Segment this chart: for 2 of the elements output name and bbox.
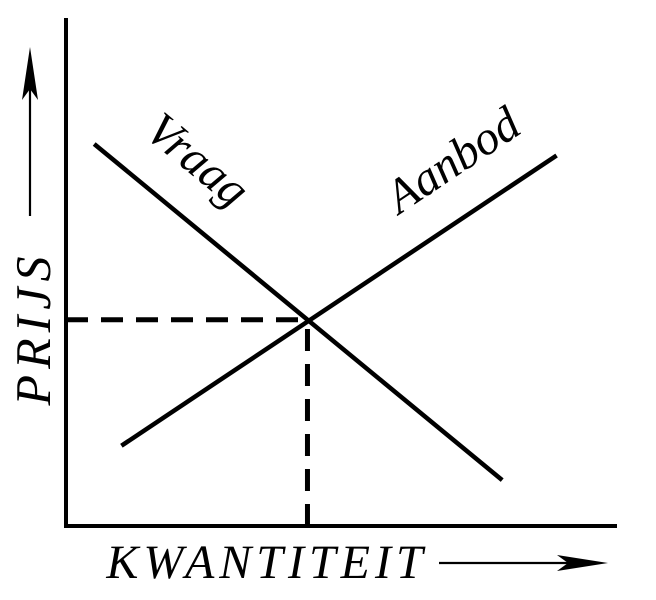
y-axis-title: PRIJS	[5, 250, 61, 406]
x-axis-title: KWANTITEIT	[105, 536, 428, 589]
